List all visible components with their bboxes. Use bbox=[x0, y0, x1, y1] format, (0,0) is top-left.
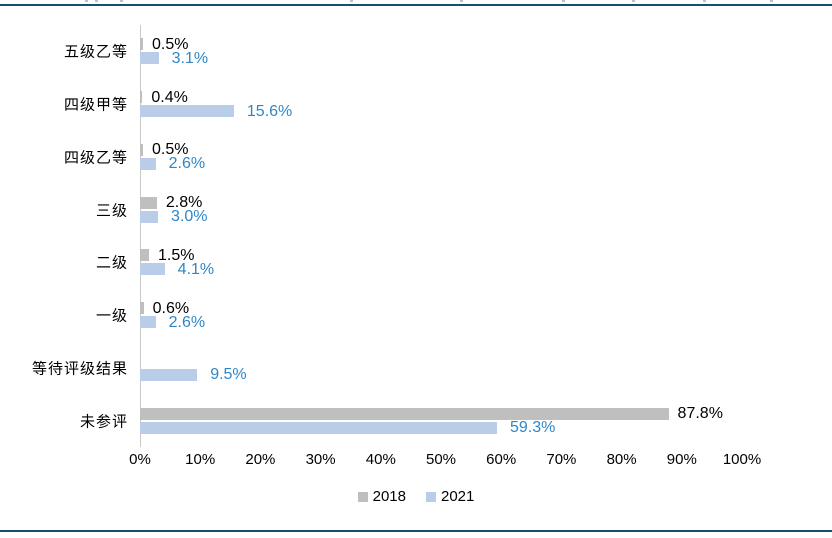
chart-row: 三级 2.8% 3.0% bbox=[96, 183, 742, 236]
value-label-2018: 2.8% bbox=[165, 194, 203, 212]
bar-line-2018: 1.5% bbox=[140, 246, 742, 264]
bar-2018 bbox=[140, 38, 143, 51]
category-label: 未参评 bbox=[79, 413, 128, 431]
x-tick-label: 100% bbox=[722, 451, 762, 468]
bar-line-2021: 3.1% bbox=[140, 49, 742, 67]
top-divider-line bbox=[0, 4, 832, 6]
value-label-2021: 3.0% bbox=[171, 208, 208, 226]
bar-line-2018: 0.4% bbox=[140, 88, 742, 106]
x-tick-label: 70% bbox=[546, 451, 577, 468]
bar-line-2021: 59.3% bbox=[140, 419, 742, 437]
bar-2018 bbox=[140, 249, 150, 262]
legend-item-2018: 2018 bbox=[357, 488, 406, 505]
cropped-text-remnant bbox=[632, 0, 635, 2]
cropped-text-remnant bbox=[120, 0, 123, 2]
chart-row: 五级乙等 0.5% 3.1% bbox=[64, 25, 742, 78]
x-tick-label: 60% bbox=[486, 451, 517, 468]
bar-2018 bbox=[140, 143, 143, 156]
bar-chart-plot-area: 五级乙等 0.5% 3.1% 四级甲等 0.4% 15.6% 四级乙等 bbox=[32, 25, 742, 447]
bar-2018 bbox=[140, 91, 143, 104]
bar-line-2021: 9.5% bbox=[140, 366, 742, 384]
value-label-2021: 59.3% bbox=[509, 419, 556, 437]
bar-2021 bbox=[140, 52, 159, 65]
bar-2021 bbox=[140, 105, 234, 118]
value-label-2021: 4.1% bbox=[177, 260, 215, 278]
bar-2021 bbox=[140, 368, 198, 381]
x-axis: 0% 10% 20% 30% 40% 50% 60% 70% 80% 90% 1… bbox=[129, 451, 761, 469]
legend-item-2021: 2021 bbox=[426, 488, 474, 505]
bar-line-2021: 3.0% bbox=[140, 208, 742, 226]
chart-row: 四级乙等 0.5% 2.6% bbox=[64, 131, 742, 184]
bar-2021 bbox=[140, 263, 165, 276]
value-label-2018: 0.4% bbox=[151, 88, 188, 106]
bar-2021 bbox=[140, 157, 156, 170]
x-tick-label: 10% bbox=[185, 451, 216, 468]
bar-2021 bbox=[140, 421, 497, 434]
x-tick-label: 90% bbox=[666, 451, 697, 468]
cropped-text-remnant bbox=[350, 0, 353, 2]
cropped-text-remnant bbox=[460, 0, 463, 2]
y-axis-line bbox=[140, 25, 141, 447]
bar-2018 bbox=[140, 196, 157, 209]
bar-line-2018: 87.8% bbox=[140, 405, 742, 423]
chart-row: 四级甲等 0.4% 15.6% bbox=[64, 78, 742, 131]
cropped-text-remnant bbox=[95, 0, 98, 2]
value-label-2021: 2.6% bbox=[168, 155, 206, 173]
bar-line-2018: 0.6% bbox=[140, 299, 742, 317]
legend-label-2018: 2018 bbox=[372, 488, 406, 505]
legend-label-2021: 2021 bbox=[441, 488, 475, 505]
bar-2021 bbox=[140, 316, 156, 329]
category-label: 四级乙等 bbox=[63, 149, 128, 167]
value-label-2018: 87.8% bbox=[677, 405, 723, 423]
chart-legend: 2018 2021 bbox=[0, 488, 832, 505]
bar-line-2021: 15.6% bbox=[140, 102, 742, 120]
x-tick-label: 20% bbox=[245, 451, 276, 468]
x-tick-label: 50% bbox=[425, 451, 457, 468]
chart-row: 等待评级结果 9.5% bbox=[32, 342, 742, 395]
category-label: 一级 bbox=[95, 307, 128, 325]
bar-line-2021: 2.6% bbox=[140, 313, 742, 331]
value-label-2021: 15.6% bbox=[246, 102, 293, 120]
legend-swatch-2018 bbox=[357, 491, 368, 502]
cropped-text-remnant bbox=[703, 0, 706, 2]
category-label: 四级甲等 bbox=[63, 96, 128, 114]
cropped-text-remnant bbox=[562, 0, 565, 2]
x-tick-label: 40% bbox=[365, 451, 396, 468]
bar-2021 bbox=[140, 210, 159, 223]
chart-row: 一级 0.6% 2.6% bbox=[96, 289, 742, 342]
bar-line-2018: 0.5% bbox=[140, 141, 742, 159]
bar-line-2018: 2.8% bbox=[140, 194, 742, 212]
value-label-2018: 0.5% bbox=[152, 141, 189, 159]
bar-2018 bbox=[140, 407, 669, 420]
category-label: 五级乙等 bbox=[63, 43, 128, 61]
bar-line-2021: 4.1% bbox=[140, 260, 742, 278]
value-label-2021: 9.5% bbox=[210, 366, 247, 384]
category-label: 三级 bbox=[95, 202, 128, 220]
category-label: 二级 bbox=[95, 254, 128, 272]
cropped-text-remnant bbox=[85, 0, 88, 2]
bar-line-2018: 0.5% bbox=[140, 35, 742, 53]
x-tick-label: 0% bbox=[129, 451, 151, 468]
value-label-2018: 0.6% bbox=[152, 299, 190, 317]
value-label-2021: 3.1% bbox=[171, 49, 209, 67]
chart-row: 未参评 87.8% 59.3% bbox=[80, 394, 742, 447]
x-tick-label: 30% bbox=[305, 451, 336, 468]
x-tick-label: 80% bbox=[606, 451, 637, 468]
legend-swatch-2021 bbox=[426, 491, 436, 502]
value-label-2021: 2.6% bbox=[168, 313, 206, 331]
bottom-divider-line bbox=[0, 530, 832, 532]
value-label-2018: 1.5% bbox=[158, 246, 195, 264]
category-label: 等待评级结果 bbox=[31, 360, 128, 378]
bar-line-2021: 2.6% bbox=[140, 155, 742, 173]
cropped-text-remnant bbox=[770, 0, 773, 2]
value-label-2018: 0.5% bbox=[152, 35, 189, 53]
chart-row: 二级 1.5% 4.1% bbox=[96, 236, 742, 289]
bar-2018 bbox=[140, 302, 144, 315]
